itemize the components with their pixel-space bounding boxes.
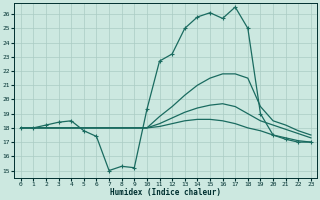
- X-axis label: Humidex (Indice chaleur): Humidex (Indice chaleur): [110, 188, 221, 197]
